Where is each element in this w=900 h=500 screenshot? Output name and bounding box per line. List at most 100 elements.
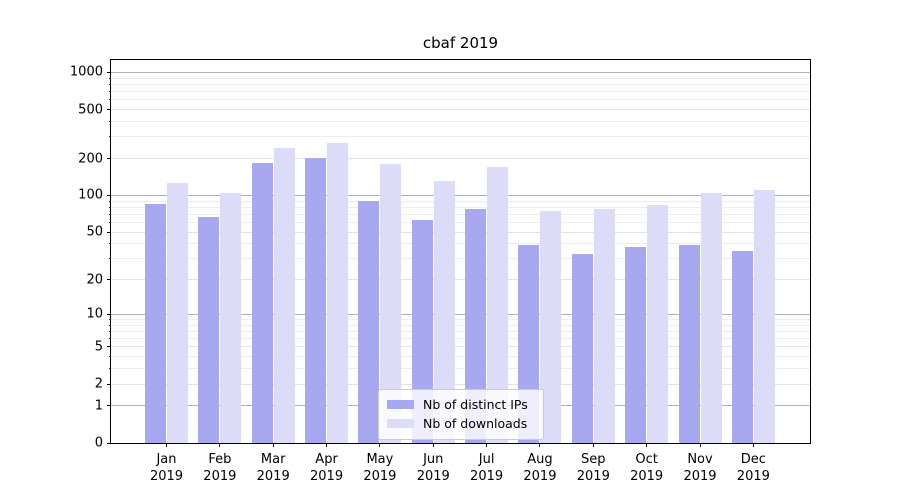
- y-axis-tick-label: 500: [78, 102, 103, 118]
- y-axis-tick-label: 10: [86, 306, 103, 322]
- x-axis-tick: [752, 443, 754, 447]
- y-axis-tick-label: 0: [94, 435, 103, 451]
- y-axis-minor-tick: [109, 206, 111, 208]
- bar-downloads: [433, 180, 455, 443]
- minor-gridline: [111, 324, 810, 326]
- y-axis-minor-tick: [109, 77, 111, 79]
- minor-gridline: [111, 213, 810, 215]
- minor-gridline: [111, 319, 810, 320]
- bar-downloads: [753, 190, 775, 443]
- x-axis-tick-label: Feb 2019: [203, 452, 237, 484]
- x-axis-tick-label: Jun 2019: [416, 452, 450, 484]
- minor-gridline: [111, 356, 810, 358]
- legend-item-distinct-ips: Nb of distinct IPs: [387, 395, 535, 414]
- y-axis-tick-label: 20: [86, 272, 103, 288]
- x-axis-tick: [326, 443, 328, 447]
- x-axis-tick: [646, 443, 648, 447]
- bar-downloads: [593, 208, 615, 443]
- bar-downloads: [647, 204, 669, 443]
- y-axis-minor-tick: [109, 319, 111, 320]
- y-axis-minor-tick: [109, 99, 111, 101]
- y-axis-minor-tick: [109, 330, 111, 332]
- minor-gridline: [111, 258, 810, 260]
- y-axis-tick: [107, 346, 111, 348]
- bar-distinct-ips: [358, 201, 380, 443]
- gridline: [111, 109, 810, 111]
- gridline: [111, 231, 810, 233]
- x-axis-tick: [699, 443, 701, 447]
- bar-distinct-ips: [145, 204, 166, 443]
- y-axis-minor-tick: [109, 83, 111, 85]
- x-axis-tick-label: Oct 2019: [630, 452, 664, 484]
- y-axis-tick: [107, 71, 111, 73]
- plot-area: 0 1 2 5 10 20 50 100 200 500 1000 Jan 2019 Feb 2019 M…: [70, 59, 811, 484]
- x-axis-tick: [486, 443, 488, 447]
- legend-item-downloads: Nb of downloads: [387, 414, 535, 433]
- x-axis-tick: [166, 443, 167, 447]
- major-gridline: [111, 313, 810, 315]
- bar-distinct-ips: [571, 253, 593, 443]
- x-axis-tick-label: Apr 2019: [310, 452, 344, 484]
- x-axis-tick-label: Dec 2019: [736, 452, 770, 484]
- y-axis-minor-tick: [109, 356, 111, 358]
- bar-distinct-ips: [198, 217, 220, 443]
- minor-gridline: [111, 338, 810, 340]
- y-axis-tick-label: 50: [86, 224, 103, 240]
- x-axis-tick-label: Jan 2019: [149, 452, 184, 484]
- x-axis-tick: [539, 443, 541, 447]
- y-axis-minor-tick: [109, 243, 111, 245]
- x-axis-tick-label: May 2019: [363, 452, 397, 484]
- gridline: [111, 279, 810, 281]
- minor-gridline: [111, 206, 810, 208]
- bar-downloads: [327, 143, 349, 443]
- y-axis-minor-tick: [109, 213, 111, 215]
- minor-gridline: [111, 77, 810, 79]
- y-axis-minor-tick: [109, 136, 111, 138]
- y-axis-minor-tick: [109, 324, 111, 326]
- bar-distinct-ips: [411, 219, 433, 443]
- major-gridline: [111, 194, 810, 196]
- x-axis-tick: [219, 443, 221, 447]
- minor-gridline: [111, 136, 810, 138]
- legend-label-distinct-ips: Nb of distinct IPs: [423, 397, 528, 412]
- y-axis-tick-label: 2: [94, 376, 103, 392]
- y-axis-tick: [107, 194, 111, 196]
- x-axis-tick-label: Mar 2019: [256, 452, 290, 484]
- gridline: [111, 158, 810, 160]
- x-axis-tick-label: Aug 2019: [523, 452, 557, 484]
- legend-label-downloads: Nb of downloads: [423, 416, 528, 431]
- y-axis-tick: [107, 109, 111, 111]
- legend-box: Nb of distinct IPs Nb of downloads: [378, 389, 544, 440]
- major-gridline: [111, 71, 810, 73]
- legend-swatch-downloads: [387, 419, 414, 428]
- y-axis-tick-label: 1000: [69, 64, 103, 80]
- y-axis-tick-label: 5: [94, 339, 103, 355]
- bar-distinct-ips: [731, 250, 753, 443]
- y-axis-tick-label: 200: [78, 151, 103, 167]
- gridline: [111, 346, 810, 348]
- bar-distinct-ips: [305, 157, 327, 443]
- x-axis-tick-label: Sep 2019: [576, 452, 610, 484]
- minor-gridline: [111, 200, 810, 202]
- x-axis-tick: [379, 443, 381, 447]
- minor-gridline: [111, 243, 810, 245]
- bar-downloads: [273, 148, 295, 443]
- y-axis-minor-tick: [109, 368, 111, 370]
- minor-gridline: [111, 330, 810, 332]
- y-axis-minor-tick: [109, 338, 111, 340]
- minor-gridline: [111, 222, 810, 223]
- bar-downloads: [167, 182, 188, 443]
- x-axis-tick: [272, 443, 274, 447]
- y-axis-minor-tick: [109, 200, 111, 202]
- minor-gridline: [111, 99, 810, 101]
- gridline: [111, 383, 810, 385]
- legend-swatch-distinct-ips: [387, 400, 414, 409]
- minor-gridline: [111, 121, 810, 122]
- bar-downloads: [700, 193, 722, 443]
- bar-distinct-ips: [678, 245, 700, 443]
- bar-downloads: [540, 210, 562, 443]
- minor-gridline: [111, 91, 810, 93]
- y-axis-tick: [107, 231, 111, 233]
- x-axis-tick: [592, 443, 594, 447]
